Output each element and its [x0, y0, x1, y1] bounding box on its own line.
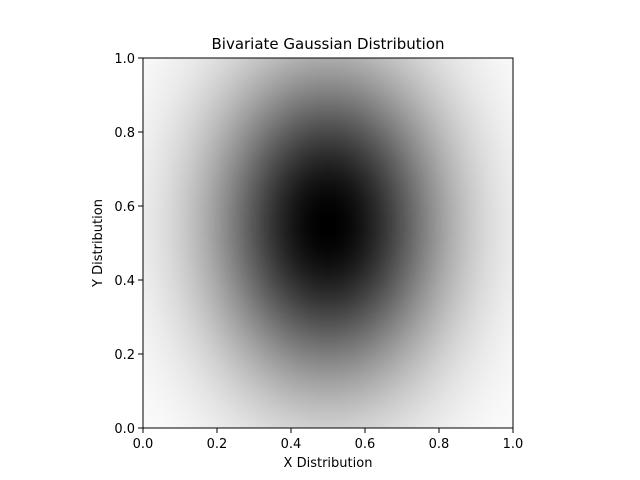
x-tick-label: 0.4	[281, 437, 302, 452]
y-tick-label: 0.0	[114, 422, 135, 437]
y-tick-label: 0.6	[114, 200, 135, 215]
x-tick-label: 0.0	[133, 437, 154, 452]
y-axis: 0.0 0.2 0.4 0.6 0.8 1.0	[114, 52, 143, 437]
x-axis: 0.0 0.2 0.4 0.6 0.8 1.0	[133, 428, 524, 452]
y-axis-label: Y Distribution	[91, 199, 106, 288]
y-tick-label: 0.8	[114, 126, 135, 141]
y-tick-label: 0.2	[114, 348, 135, 363]
y-tick-label: 1.0	[114, 52, 135, 67]
x-tick-label: 0.8	[429, 437, 450, 452]
plot-area	[142, 57, 514, 429]
plot-frame	[142, 57, 514, 429]
heatmap-image	[143, 58, 513, 428]
y-tick-label: 0.4	[114, 274, 135, 289]
x-axis-label: X Distribution	[284, 456, 373, 471]
x-tick-label: 0.6	[355, 437, 376, 452]
x-tick-label: 0.2	[207, 437, 228, 452]
x-tick-label: 1.0	[503, 437, 524, 452]
chart-title: Bivariate Gaussian Distribution	[211, 35, 444, 53]
